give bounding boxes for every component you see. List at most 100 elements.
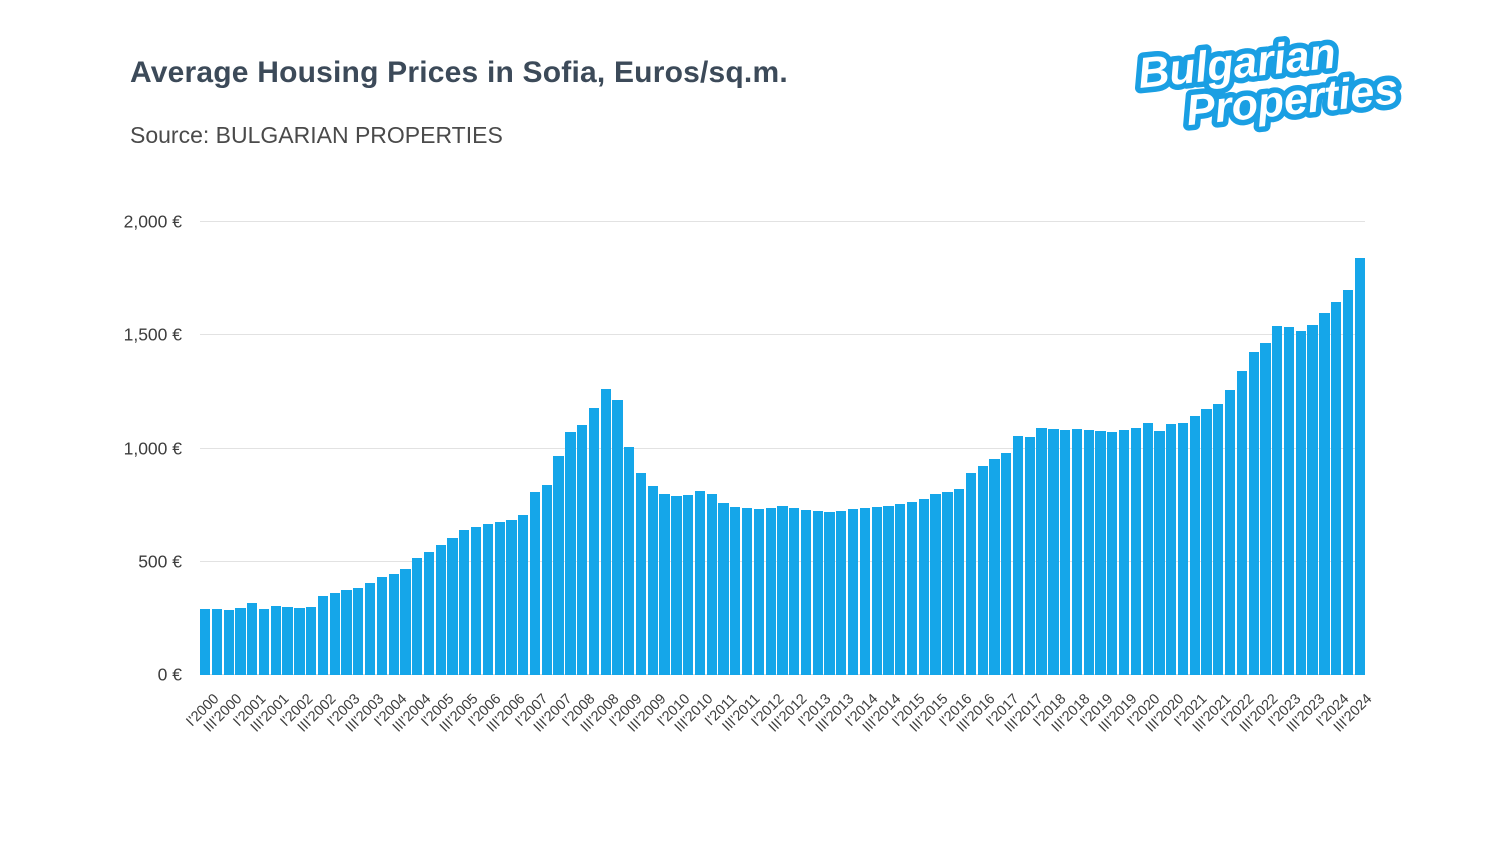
bar bbox=[376, 577, 387, 675]
header: Average Housing Prices in Sofia, Euros/s… bbox=[130, 56, 788, 90]
y-tick-label: 500 € bbox=[138, 551, 182, 572]
bar bbox=[812, 510, 823, 675]
bulgarian-properties-logo: Bulgarian Properties bbox=[1130, 24, 1406, 141]
bar bbox=[588, 407, 600, 675]
bars-container bbox=[200, 222, 1365, 675]
bar bbox=[1024, 436, 1035, 675]
bar bbox=[1260, 342, 1271, 675]
bar bbox=[671, 496, 682, 675]
bar bbox=[435, 544, 446, 675]
bar bbox=[1036, 428, 1047, 675]
y-grid-line bbox=[200, 334, 1365, 336]
bar bbox=[518, 515, 529, 675]
bar bbox=[541, 485, 552, 675]
bar bbox=[353, 587, 364, 675]
bar bbox=[200, 608, 211, 675]
bar bbox=[270, 606, 281, 675]
bar bbox=[895, 503, 906, 675]
bar bbox=[1001, 453, 1012, 675]
bar bbox=[635, 473, 647, 675]
bar bbox=[294, 607, 305, 675]
bar bbox=[1248, 352, 1259, 675]
bar bbox=[659, 493, 670, 675]
bar bbox=[765, 508, 776, 675]
bar bbox=[1048, 428, 1059, 675]
bar bbox=[1201, 408, 1212, 675]
bar bbox=[364, 583, 376, 675]
bar bbox=[423, 551, 435, 675]
bar bbox=[1118, 429, 1130, 675]
bar bbox=[1283, 326, 1295, 675]
bar bbox=[694, 491, 706, 675]
bar bbox=[1295, 331, 1306, 675]
bar bbox=[800, 509, 812, 675]
bar bbox=[871, 506, 882, 675]
bar bbox=[1189, 415, 1200, 675]
bar bbox=[577, 424, 588, 675]
bar bbox=[624, 446, 635, 675]
bar bbox=[741, 507, 753, 675]
bar bbox=[388, 573, 399, 675]
bar bbox=[494, 522, 505, 675]
bar bbox=[1071, 429, 1083, 675]
plot-area bbox=[200, 221, 1365, 675]
bar bbox=[1177, 422, 1189, 675]
bar bbox=[306, 607, 317, 675]
bar bbox=[1342, 289, 1354, 675]
bar bbox=[647, 485, 658, 675]
bar bbox=[730, 506, 741, 675]
bar bbox=[553, 455, 564, 675]
source-caption: Source: BULGARIAN PROPERTIES bbox=[130, 122, 503, 148]
y-grid-line bbox=[200, 447, 1365, 449]
bar bbox=[211, 609, 223, 675]
bar bbox=[918, 498, 929, 675]
bar bbox=[482, 524, 494, 675]
bar bbox=[258, 609, 270, 675]
bar bbox=[223, 610, 234, 675]
bar bbox=[989, 458, 1000, 675]
bar bbox=[282, 607, 293, 675]
bar bbox=[447, 537, 458, 675]
bar bbox=[470, 526, 482, 675]
bar bbox=[883, 505, 894, 675]
bar bbox=[506, 519, 517, 675]
bar bbox=[317, 596, 329, 675]
bar bbox=[683, 495, 694, 675]
bar bbox=[977, 466, 988, 675]
bar bbox=[235, 607, 246, 675]
bar bbox=[1095, 431, 1106, 675]
bar bbox=[836, 511, 847, 675]
bar bbox=[341, 590, 352, 675]
bar bbox=[777, 506, 788, 675]
x-axis: I'2000 III'2000 I'2001 III'2001 I'2002 III'20… bbox=[183, 683, 1375, 793]
bar bbox=[954, 488, 965, 675]
bar bbox=[247, 602, 258, 675]
bar bbox=[847, 509, 859, 675]
bar bbox=[1142, 422, 1153, 675]
bar bbox=[930, 494, 941, 675]
y-axis: 0 € 500 € 1,000 € 1,500 € 2,000 € bbox=[0, 212, 188, 685]
bar bbox=[1130, 428, 1141, 675]
bar bbox=[1154, 431, 1165, 675]
bar bbox=[824, 512, 835, 675]
bar bbox=[789, 507, 800, 675]
bar bbox=[412, 558, 423, 675]
bar bbox=[1083, 430, 1094, 675]
bar bbox=[906, 501, 918, 675]
bar bbox=[1272, 325, 1283, 675]
y-tick-label: 2,000 € bbox=[123, 211, 182, 232]
bar bbox=[1213, 404, 1224, 675]
bar bbox=[612, 400, 623, 675]
y-tick-label: 1,500 € bbox=[123, 324, 182, 345]
bar bbox=[400, 568, 411, 675]
bar bbox=[753, 508, 764, 675]
bar bbox=[1166, 423, 1177, 675]
bar bbox=[600, 388, 611, 675]
bar bbox=[529, 491, 541, 675]
bar bbox=[1060, 430, 1071, 675]
page-title: Average Housing Prices in Sofia, Euros/s… bbox=[130, 56, 788, 89]
bar bbox=[1012, 435, 1024, 675]
bar bbox=[718, 502, 729, 675]
y-tick-label: 0 € bbox=[157, 664, 182, 685]
